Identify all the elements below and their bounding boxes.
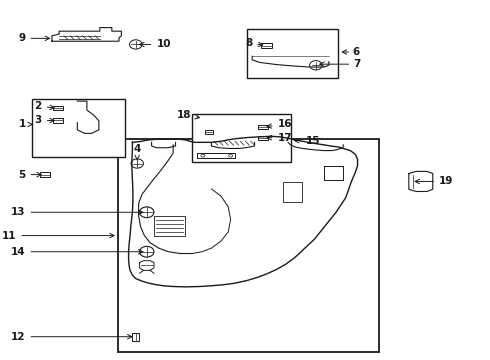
Text: 3: 3 — [35, 116, 54, 126]
Text: 13: 13 — [11, 207, 143, 217]
Text: 14: 14 — [11, 247, 143, 257]
Bar — [247, 30, 339, 78]
Text: 2: 2 — [35, 101, 54, 111]
Text: 1: 1 — [18, 120, 32, 129]
Text: 17: 17 — [267, 133, 292, 143]
Text: 5: 5 — [18, 170, 41, 180]
Bar — [154, 216, 185, 235]
Bar — [258, 125, 269, 129]
Text: 19: 19 — [415, 176, 453, 186]
Text: 8: 8 — [245, 38, 263, 48]
Bar — [118, 139, 379, 352]
Text: 7: 7 — [353, 59, 360, 69]
Bar — [132, 333, 139, 341]
Bar — [192, 114, 291, 162]
Text: 10: 10 — [140, 40, 171, 49]
Text: 9: 9 — [19, 33, 49, 43]
Bar — [283, 182, 302, 202]
Text: 15: 15 — [294, 136, 321, 145]
Text: 18: 18 — [177, 110, 199, 120]
Bar — [258, 135, 269, 140]
Bar — [261, 43, 272, 48]
Text: 16: 16 — [267, 120, 292, 129]
Text: 4: 4 — [133, 144, 141, 160]
Text: 6: 6 — [353, 47, 360, 57]
Bar — [40, 172, 50, 177]
Bar — [53, 106, 63, 111]
Text: 12: 12 — [11, 332, 132, 342]
Bar — [32, 99, 125, 157]
Bar — [205, 130, 213, 134]
Text: 11: 11 — [2, 231, 114, 240]
Bar — [53, 118, 63, 123]
